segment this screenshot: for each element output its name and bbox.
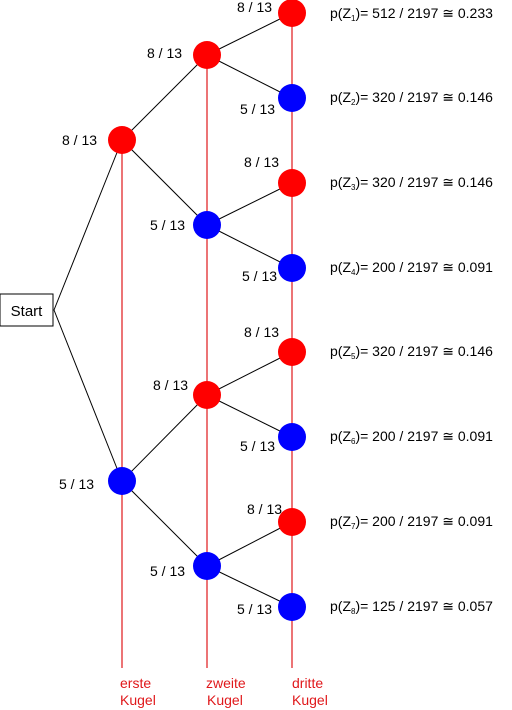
branch-prob: 5 / 13 bbox=[240, 438, 275, 454]
branch-prob: 5 / 13 bbox=[242, 268, 277, 284]
level-labels: erste Kugel zweite Kugel dritte Kugel bbox=[120, 675, 328, 708]
edge bbox=[121, 394, 208, 482]
result-line: p(Z6)= 200 / 2197 ≅ 0.091 bbox=[330, 428, 493, 446]
edge bbox=[53, 309, 123, 482]
level-label-2-line1: zweite bbox=[206, 675, 246, 691]
red-ball-node bbox=[193, 381, 221, 409]
result-line: p(Z1)= 512 / 2197 ≅ 0.233 bbox=[330, 5, 493, 23]
level-label-1-line1: erste bbox=[120, 675, 151, 691]
branch-probabilities: 8 / 13 5 / 13 8 / 13 5 / 13 8 / 13 5 / 1… bbox=[59, 0, 282, 617]
branch-prob: 8 / 13 bbox=[244, 154, 279, 170]
branch-prob: 5 / 13 bbox=[240, 101, 275, 117]
edge bbox=[206, 182, 293, 226]
level-label-3-line2: Kugel bbox=[292, 692, 328, 708]
branch-prob: 5 / 13 bbox=[59, 476, 94, 492]
branch-prob: 5 / 13 bbox=[150, 217, 185, 233]
edge bbox=[206, 394, 293, 438]
edge bbox=[206, 54, 293, 99]
branch-prob: 8 / 13 bbox=[247, 501, 282, 517]
blue-ball-node bbox=[278, 84, 306, 112]
edge bbox=[121, 139, 208, 226]
level-label-1-line2: Kugel bbox=[120, 692, 156, 708]
blue-ball-node bbox=[278, 254, 306, 282]
edge bbox=[206, 521, 293, 567]
result-line: p(Z8)= 125 / 2197 ≅ 0.057 bbox=[330, 598, 493, 616]
blue-ball-node bbox=[193, 211, 221, 239]
red-ball-node bbox=[278, 338, 306, 366]
tree-edges bbox=[53, 12, 293, 608]
red-ball-node bbox=[278, 508, 306, 536]
edge bbox=[206, 224, 293, 269]
blue-ball-node bbox=[193, 552, 221, 580]
red-ball-node bbox=[278, 0, 306, 27]
branch-prob: 5 / 13 bbox=[237, 601, 272, 617]
edge bbox=[206, 565, 293, 608]
edge bbox=[206, 12, 293, 56]
branch-prob: 5 / 13 bbox=[150, 563, 185, 579]
edge bbox=[121, 480, 208, 567]
result-line: p(Z5)= 320 / 2197 ≅ 0.146 bbox=[330, 343, 493, 361]
blue-ball-node bbox=[278, 423, 306, 451]
branch-prob: 8 / 13 bbox=[244, 324, 279, 340]
branch-prob: 8 / 13 bbox=[147, 45, 182, 61]
result-line: p(Z4)= 200 / 2197 ≅ 0.091 bbox=[330, 259, 493, 277]
start-box bbox=[0, 293, 54, 327]
edge bbox=[53, 139, 123, 311]
result-line: p(Z3)= 320 / 2197 ≅ 0.146 bbox=[330, 174, 493, 192]
red-ball-node bbox=[278, 169, 306, 197]
result-probabilities: p(Z1)= 512 / 2197 ≅ 0.233 p(Z2)= 320 / 2… bbox=[330, 5, 493, 616]
level-label-2-line2: Kugel bbox=[207, 692, 243, 708]
edge bbox=[206, 351, 293, 396]
level-label-3-line1: dritte bbox=[292, 675, 323, 691]
blue-ball-node bbox=[108, 467, 136, 495]
result-line: p(Z2)= 320 / 2197 ≅ 0.146 bbox=[330, 89, 493, 107]
branch-prob: 8 / 13 bbox=[153, 377, 188, 393]
tree-nodes bbox=[108, 0, 306, 621]
red-ball-node bbox=[193, 41, 221, 69]
result-line: p(Z7)= 200 / 2197 ≅ 0.091 bbox=[330, 513, 493, 531]
edge bbox=[121, 54, 208, 141]
start-label: Start bbox=[11, 303, 44, 320]
branch-prob: 8 / 13 bbox=[62, 132, 97, 148]
red-ball-node bbox=[108, 126, 136, 154]
blue-ball-node bbox=[278, 593, 306, 621]
branch-prob: 8 / 13 bbox=[237, 0, 272, 15]
